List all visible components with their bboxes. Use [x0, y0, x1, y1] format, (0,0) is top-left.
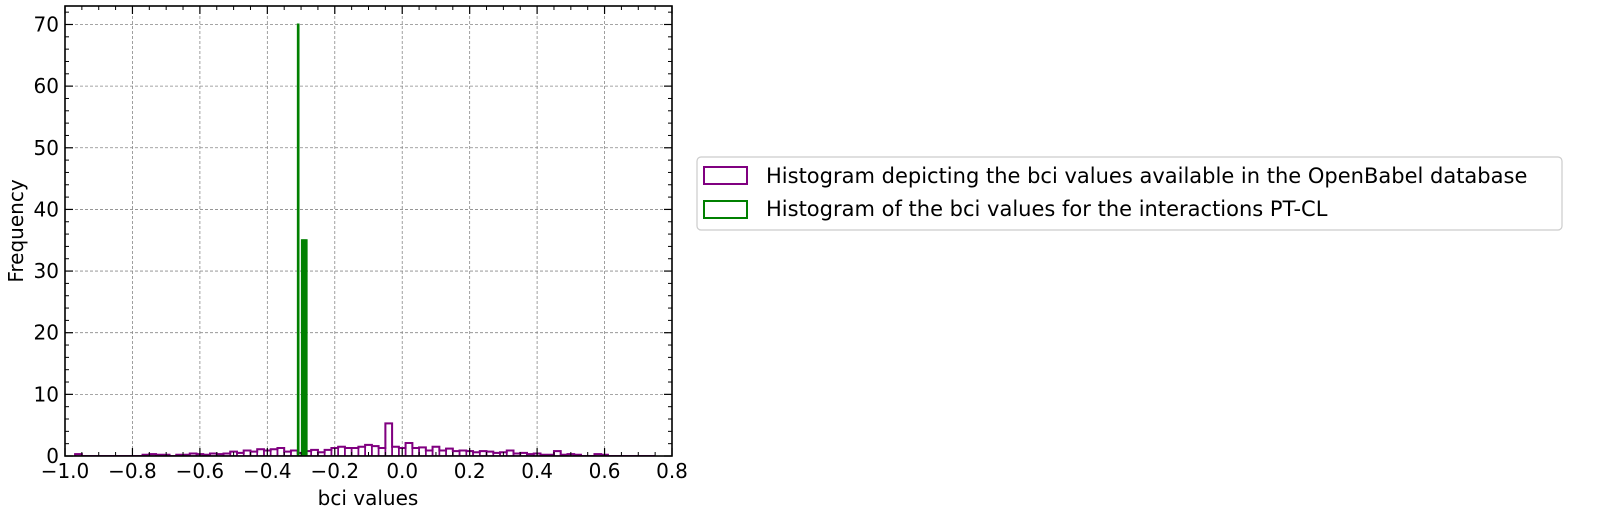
histogram-step-line: [74, 422, 656, 456]
histogram-bin: [391, 445, 400, 456]
legend: Histogram depicting the bci values avail…: [696, 156, 1563, 231]
histogram-bin: [404, 442, 414, 456]
histogram-bin: [411, 447, 420, 456]
histogram-bin: [371, 445, 380, 456]
histogram-bin: [276, 447, 285, 456]
x-tick-label: 0.2: [454, 459, 486, 483]
x-tick-label: −0.8: [108, 459, 157, 483]
x-tick-label: −1.0: [41, 459, 90, 483]
x-tick-label: 0.8: [656, 459, 688, 483]
y-tick-label: 60: [34, 74, 59, 98]
series-0: [74, 422, 656, 456]
series-1: [296, 23, 308, 456]
legend-swatch-pt-cl: [703, 200, 748, 219]
y-tick-labels: 0 10 20 30 40 50 60 70: [34, 12, 59, 468]
histogram-bin: [445, 447, 454, 456]
y-tick-label: 0: [46, 444, 59, 468]
y-axis-label: Frequency: [4, 179, 28, 282]
y-tick-label: 10: [34, 382, 59, 406]
histogram-step-line: [296, 23, 308, 456]
histogram-bin: [377, 447, 387, 456]
plot-frame: [64, 5, 673, 457]
histogram-bin: [269, 448, 279, 456]
x-tick-label: 0.4: [521, 459, 553, 483]
y-tick-label: 40: [34, 197, 59, 221]
legend-label-openbabel: Histogram depicting the bci values avail…: [766, 164, 1527, 188]
histogram-bin: [344, 447, 353, 456]
y-tick-label: 70: [34, 12, 59, 36]
histogram-bin: [337, 445, 346, 456]
legend-label-pt-cl: Histogram of the bci values for the inte…: [766, 197, 1328, 221]
histogram-bin: [350, 447, 360, 456]
histogram-bin: [384, 422, 393, 456]
x-tick-label: 0.6: [589, 459, 621, 483]
axis-ticks: [64, 6, 673, 457]
x-tick-label: −0.6: [176, 459, 225, 483]
x-tick-label: 0.0: [386, 459, 418, 483]
plot-area: [74, 23, 656, 456]
legend-swatch-openbabel: [703, 166, 748, 185]
x-tick-label: −0.2: [310, 459, 359, 483]
y-tick-label: 50: [34, 136, 59, 160]
x-tick-labels: −1.0 −0.8 −0.6 −0.4 −0.2 0.0 0.2 0.4 0.6 0.8: [41, 459, 688, 483]
histogram-bin: [256, 448, 265, 456]
histogram-bin: [418, 446, 427, 456]
legend-box: [696, 156, 1563, 231]
x-tick-label: −0.4: [243, 459, 292, 483]
y-tick-label: 20: [34, 321, 59, 345]
histogram-bin: [357, 445, 366, 456]
y-tick-label: 30: [34, 259, 59, 283]
grid-lines: [64, 6, 673, 456]
x-axis-label: bci values: [318, 486, 419, 510]
